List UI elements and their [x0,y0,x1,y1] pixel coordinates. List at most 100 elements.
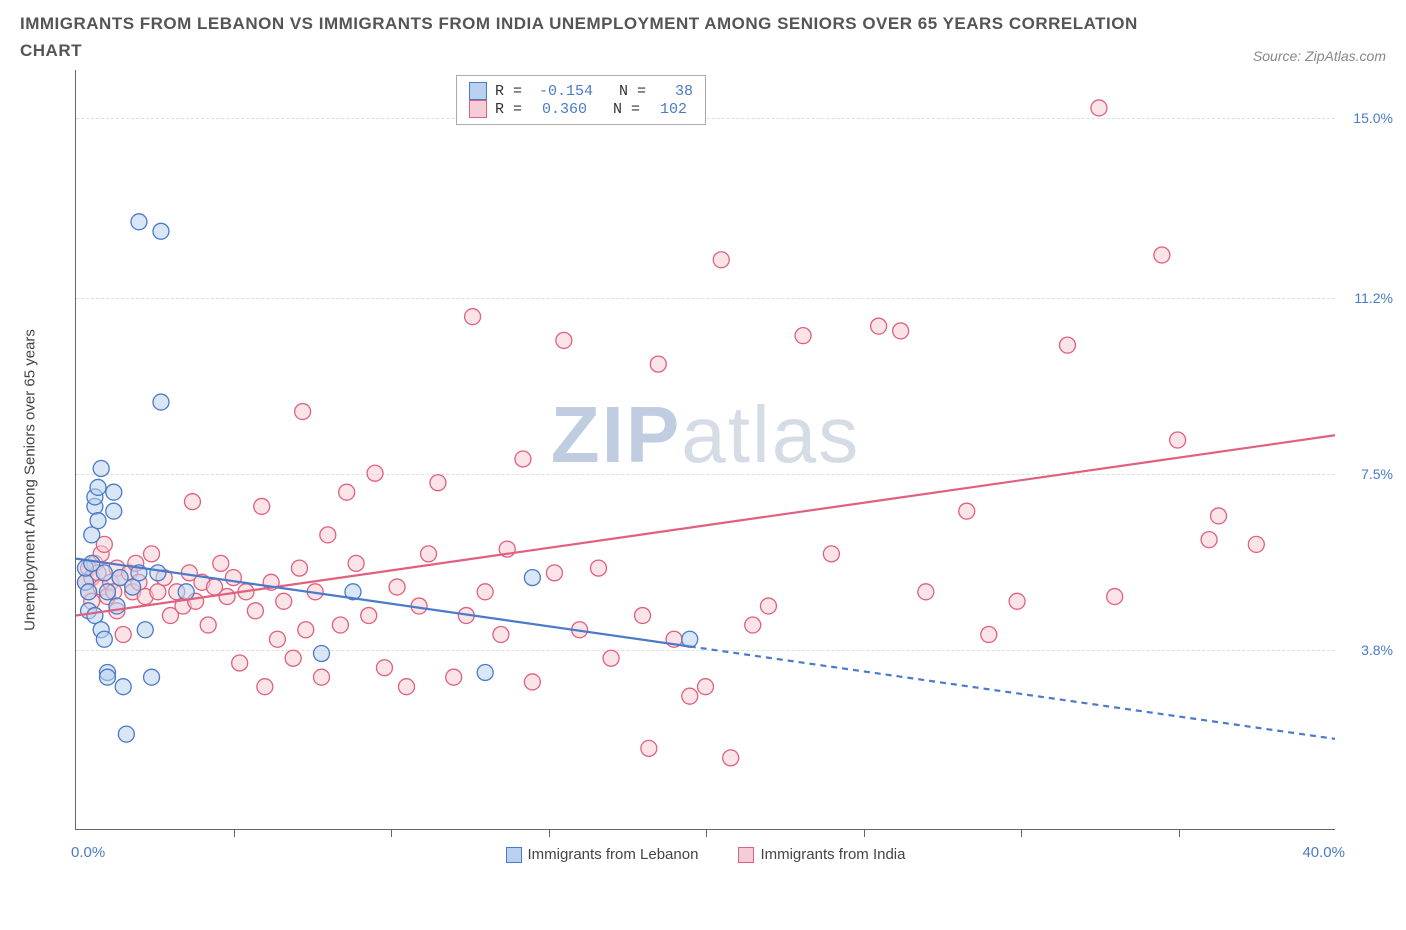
legend-india-label: Immigrants from India [760,846,905,863]
data-point [247,603,263,619]
source-text: Source: ZipAtlas.com [1253,48,1386,64]
data-point [81,603,97,619]
data-point [524,570,540,586]
data-point [96,632,112,648]
bottom-legend: Immigrants from Lebanon Immigrants from … [506,846,906,863]
data-point [823,546,839,562]
data-point [795,328,811,344]
title-line-2: CHART [20,37,82,64]
data-point [745,617,761,633]
data-point [77,575,93,591]
data-point [77,560,93,576]
data-point [137,622,153,638]
data-point [84,527,100,543]
data-point [144,546,160,562]
data-point [389,579,405,595]
y-tick-label: 15.0% [1353,110,1393,126]
data-point [128,556,144,572]
data-point [590,560,606,576]
gridline [76,474,1335,475]
data-point [291,560,307,576]
data-point [169,584,185,600]
x-tick [391,829,392,837]
title-line-1: IMMIGRANTS FROM LEBANON VS IMMIGRANTS FR… [20,14,1138,33]
data-point [635,608,651,624]
data-point [893,323,909,339]
y-tick-label: 3.8% [1361,642,1393,658]
data-point [81,584,97,600]
data-point [156,570,172,586]
data-point [188,594,204,610]
data-point [106,504,122,520]
data-point [232,655,248,671]
data-point [84,570,100,586]
data-point [458,608,474,624]
data-point [713,252,729,268]
data-point [477,584,493,600]
data-point [206,579,222,595]
data-point [307,584,323,600]
data-point [1091,100,1107,116]
data-point [150,565,166,581]
trend-line [76,559,690,647]
data-point [115,627,131,643]
data-point [314,646,330,662]
india-swatch-icon [469,100,487,118]
data-point [698,679,714,695]
lebanon-swatch-icon [469,82,487,100]
gridline [76,298,1335,299]
legend-lebanon-label: Immigrants from Lebanon [528,846,699,863]
data-point [320,527,336,543]
data-point [257,679,273,695]
data-point [106,485,122,501]
data-point [1154,247,1170,263]
data-point [1107,589,1123,605]
data-point [666,632,682,648]
data-point [682,632,698,648]
data-point [254,499,270,515]
plot-area: ZIPatlas R = -0.154 N = 38 R = 0.360 N =… [75,70,1335,830]
data-point [219,589,235,605]
data-point [84,594,100,610]
data-point [959,504,975,520]
data-point [641,741,657,757]
x-tick [234,829,235,837]
data-point [125,579,141,595]
data-point [213,556,229,572]
data-point [93,546,109,562]
data-point [96,565,112,581]
data-point [421,546,437,562]
data-point [99,589,115,605]
data-point [238,584,254,600]
y-axis-label: Unemployment Among Seniors over 65 years [22,329,39,631]
data-point [682,689,698,705]
data-point [87,499,103,515]
x-tick [1179,829,1180,837]
data-point [981,627,997,643]
data-point [81,584,97,600]
data-point [178,584,194,600]
data-point [194,575,210,591]
data-point [175,598,191,614]
data-point [556,333,572,349]
data-point [1170,432,1186,448]
data-point [515,451,531,467]
data-point [106,584,122,600]
data-point [87,489,103,505]
data-point [269,632,285,648]
data-point [93,622,109,638]
data-point [446,670,462,686]
x-tick [549,829,550,837]
x-tick [706,829,707,837]
data-point [295,404,311,420]
data-point [144,670,160,686]
data-point [84,556,100,572]
data-point [345,584,361,600]
data-point [546,565,562,581]
data-point [131,565,147,581]
stats-row-lebanon: R = -0.154 N = 38 [469,82,693,100]
data-point [153,224,169,240]
x-max-label: 40.0% [1302,844,1345,861]
data-point [871,319,887,335]
data-point [723,750,739,766]
